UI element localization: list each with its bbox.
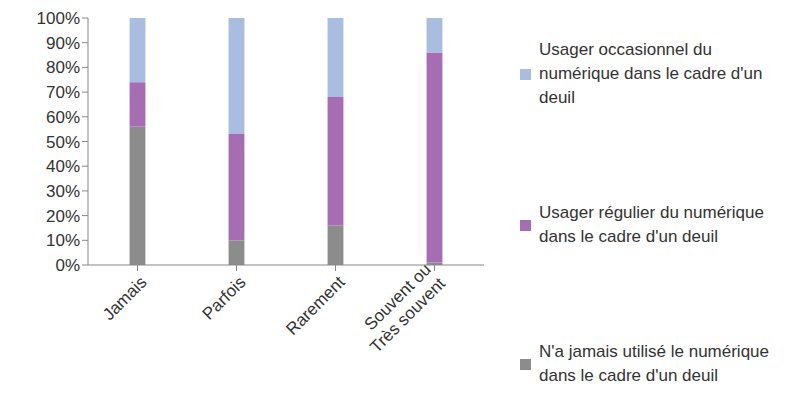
- svg-text:60%: 60%: [46, 108, 80, 127]
- svg-text:30%: 30%: [46, 182, 80, 201]
- html-text:N'a jamais utilisé le numériqu: N'a jamais utilisé le numérique dans le …: [539, 342, 769, 385]
- svg-text:Souvent ouTrès souvent: Souvent ouTrès souvent: [352, 260, 449, 357]
- svg-text:70%: 70%: [46, 83, 80, 102]
- svg-text:20%: 20%: [46, 207, 80, 226]
- svg-text:50%: 50%: [46, 133, 80, 152]
- svg-text:90%: 90%: [46, 34, 80, 53]
- svg-text:Jamais: Jamais: [99, 273, 151, 325]
- svg-text:Parfois: Parfois: [199, 273, 250, 324]
- svg-text:40%: 40%: [46, 157, 80, 176]
- svg-text:80%: 80%: [46, 58, 80, 77]
- svg-text:100%: 100%: [37, 9, 80, 28]
- html-text:Usager occasionnel du numériqu: Usager occasionnel du numérique dans le …: [539, 40, 763, 107]
- svg-text:10%: 10%: [46, 231, 80, 250]
- svg-text:0%: 0%: [55, 256, 80, 275]
- svg-text:Rarement: Rarement: [282, 272, 348, 338]
- html-text:Usager régulier du numérique d: Usager régulier du numérique dans le cad…: [539, 203, 764, 246]
